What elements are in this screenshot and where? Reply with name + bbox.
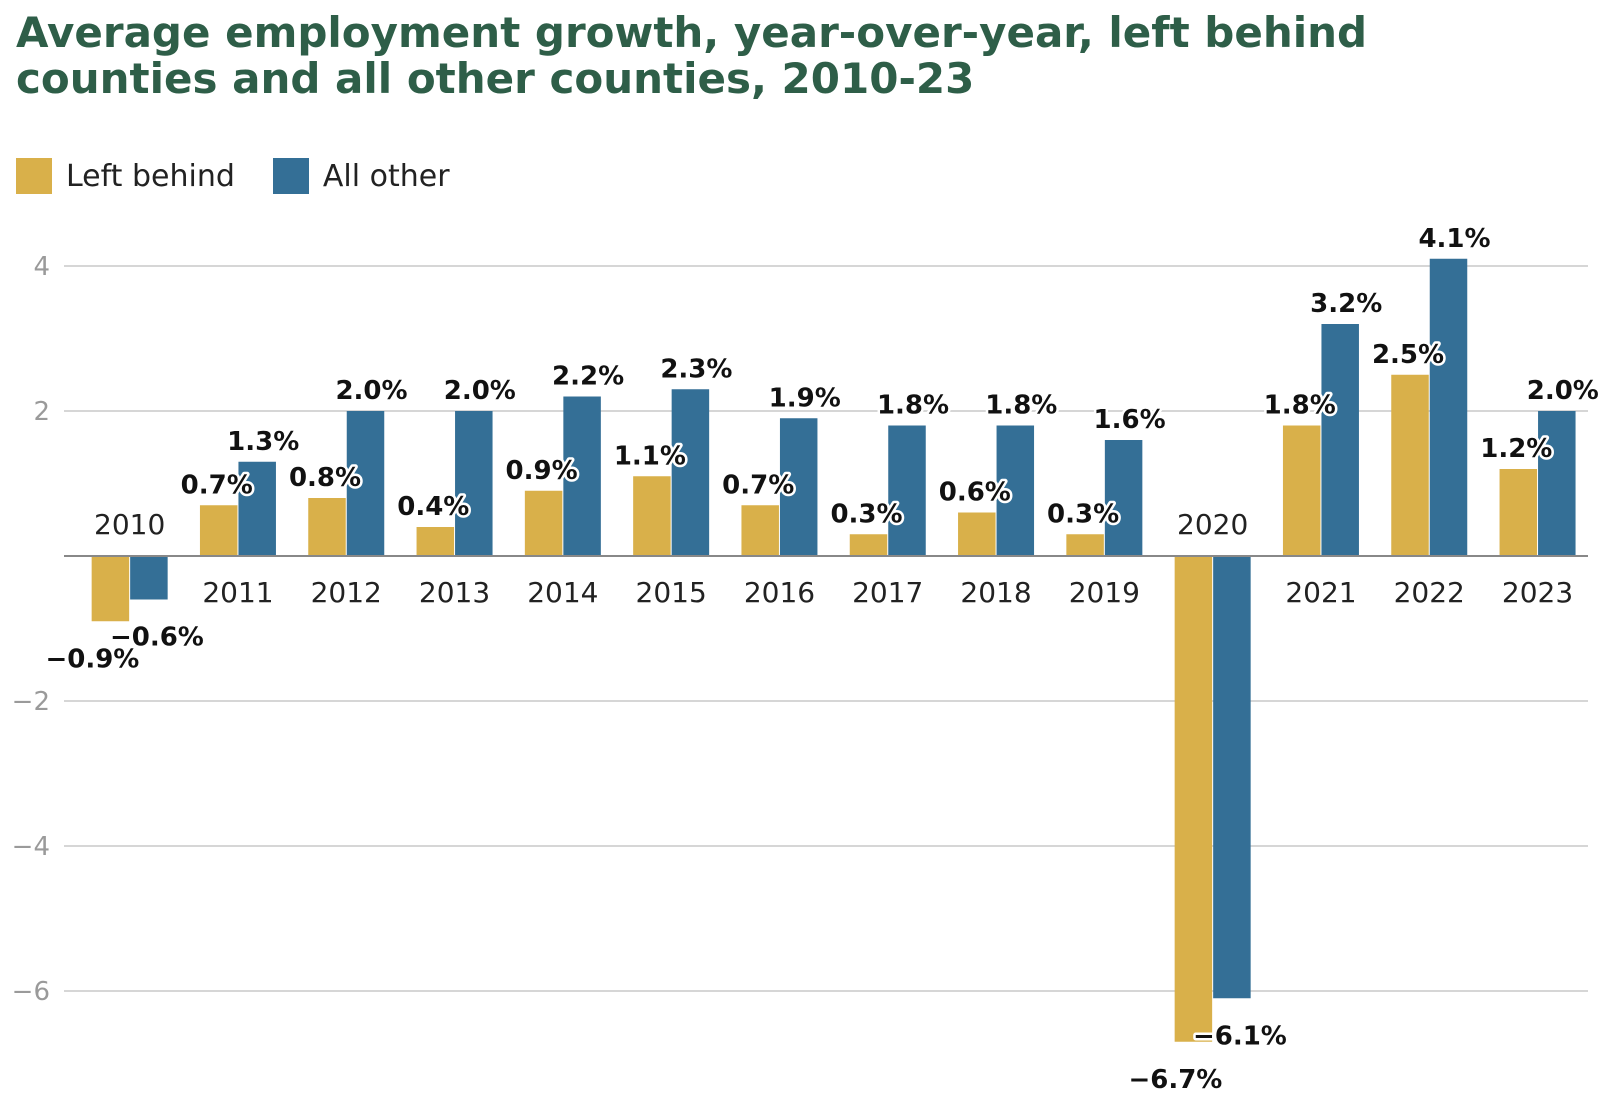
legend-label-left-behind: Left behind <box>66 158 235 194</box>
data-label-all-other: 2.0% <box>335 376 407 406</box>
bar-left-behind <box>849 534 888 556</box>
data-label-all-other: 4.1% <box>1418 224 1490 254</box>
bar-left-behind <box>524 490 563 556</box>
data-label-left-behind: 1.8% <box>1264 391 1336 421</box>
data-label-left-behind: 0.7% <box>181 470 253 500</box>
bar-all-other <box>1104 440 1143 556</box>
category-label: 2010 <box>94 508 165 541</box>
bar-left-behind <box>1391 374 1429 556</box>
data-label-all-other: 1.8% <box>985 391 1057 421</box>
data-label-left-behind: 0.7% <box>722 470 794 500</box>
bar-all-other <box>1429 258 1468 556</box>
data-label-all-other: 2.0% <box>1527 376 1599 406</box>
bar-all-other <box>888 425 926 556</box>
y-tick-label: 4 <box>33 252 50 282</box>
bar-all-other <box>238 461 276 556</box>
category-label: 2016 <box>744 576 815 609</box>
category-label: 2014 <box>527 576 598 609</box>
category-label: 2012 <box>311 576 382 609</box>
category-label: 2013 <box>419 576 490 609</box>
bar-all-other <box>1321 324 1359 556</box>
bar-all-other <box>346 411 385 556</box>
data-label-left-behind: 0.3% <box>1047 499 1119 529</box>
legend-swatch-left-behind <box>16 158 52 194</box>
category-label: 2022 <box>1394 576 1465 609</box>
category-label: 2015 <box>636 576 707 609</box>
y-tick-label: −2 <box>12 687 50 717</box>
category-label: 2018 <box>960 576 1031 609</box>
data-label-all-other: 1.6% <box>1094 405 1166 435</box>
data-label-all-other: 1.9% <box>769 383 841 413</box>
data-label-left-behind: −0.9% <box>45 644 139 674</box>
category-label: 2020 <box>1177 508 1248 541</box>
category-label: 2011 <box>202 576 273 609</box>
legend-label-all-other: All other <box>322 158 450 194</box>
category-label: 2023 <box>1502 576 1573 609</box>
chart-title: Average employment growth, year-over-yea… <box>16 8 1368 103</box>
bar-left-behind <box>199 505 238 556</box>
data-label-left-behind: 1.1% <box>614 441 686 471</box>
data-label-left-behind: 0.3% <box>830 499 902 529</box>
legend-item-all-other: All other <box>272 158 450 194</box>
bar-all-other <box>996 425 1035 556</box>
legend: Left behind All other <box>16 158 488 194</box>
bar-left-behind <box>1174 556 1213 1042</box>
data-label-all-other: −6.1% <box>1193 1021 1287 1051</box>
bar-all-other <box>1538 411 1576 556</box>
bar-left-behind <box>308 498 346 556</box>
bar-left-behind <box>633 476 671 556</box>
data-label-left-behind: 0.9% <box>506 456 578 486</box>
y-tick-label: −4 <box>12 832 50 862</box>
data-label-left-behind: 1.2% <box>1480 434 1552 464</box>
bar-all-other <box>671 389 710 556</box>
legend-item-left-behind: Left behind <box>16 158 235 194</box>
category-label: 2021 <box>1285 576 1356 609</box>
bar-all-other <box>130 556 168 600</box>
category-label: 2017 <box>852 576 923 609</box>
bar-left-behind <box>741 505 779 556</box>
data-label-all-other: 2.2% <box>552 362 624 392</box>
bar-all-other <box>1213 556 1251 999</box>
data-label-left-behind: 0.8% <box>289 463 361 493</box>
data-label-all-other: 3.2% <box>1310 289 1382 319</box>
bar-left-behind <box>1282 425 1321 556</box>
data-label-left-behind: 2.5% <box>1372 340 1444 370</box>
bar-all-other <box>563 396 601 556</box>
bar-left-behind <box>1499 469 1538 556</box>
data-label-left-behind: −6.7% <box>1128 1065 1222 1095</box>
data-label-all-other: 1.3% <box>227 427 299 457</box>
data-label-all-other: 2.0% <box>444 376 516 406</box>
data-label-all-other: 2.3% <box>660 354 732 384</box>
bar-left-behind <box>1066 534 1104 556</box>
data-label-all-other: −0.6% <box>110 623 204 653</box>
category-label: 2019 <box>1069 576 1140 609</box>
bar-left-behind <box>91 556 130 622</box>
legend-swatch-all-other <box>272 158 309 194</box>
data-label-left-behind: 0.6% <box>939 478 1011 508</box>
y-tick-label: 2 <box>33 397 50 427</box>
data-label-left-behind: 0.4% <box>397 492 469 522</box>
bar-all-other <box>779 418 818 556</box>
bar-left-behind <box>958 512 996 556</box>
bar-left-behind <box>416 527 455 556</box>
data-label-all-other: 1.8% <box>877 391 949 421</box>
y-tick-label: −6 <box>12 977 50 1007</box>
bar-all-other <box>455 411 493 556</box>
